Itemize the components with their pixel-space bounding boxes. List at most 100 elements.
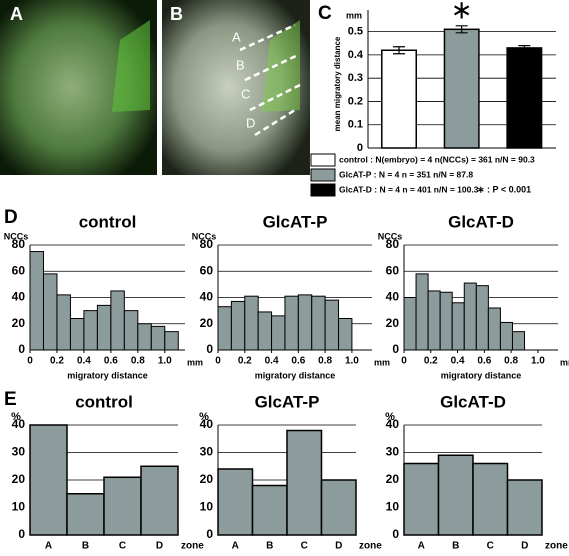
zone-label: B [236, 57, 245, 72]
x-tick-label: B [266, 541, 273, 552]
y-tick-label: 30 [12, 445, 26, 459]
bar [66, 493, 105, 536]
x-axis-label: migratory distance [441, 370, 522, 380]
bar [506, 479, 543, 536]
y-tick-label: 60 [12, 263, 26, 277]
bar [110, 290, 125, 351]
x-axis-label: zone [359, 541, 382, 552]
y-tick-label: 40 [200, 290, 214, 304]
bar [137, 323, 152, 351]
y-axis-label: mean migratory distance [333, 36, 342, 131]
bar [69, 318, 85, 351]
bar [506, 47, 543, 149]
bar [472, 462, 509, 536]
bar [140, 465, 179, 536]
zone-label: D [246, 115, 255, 130]
bar [475, 285, 489, 351]
y-tick-label: 0 [357, 142, 363, 154]
legend-label: control : N(embryo) = 4 n(NCCs) = 361 n/… [339, 154, 535, 164]
zone-lines [239, 23, 301, 137]
y-tick-label: 0 [206, 527, 213, 541]
chart-title: GlcAT-P [263, 212, 328, 231]
chart-title: control [75, 392, 133, 411]
bar [83, 310, 98, 351]
x-tick-label: 0.6 [477, 356, 491, 367]
bar [381, 49, 418, 149]
y-tick-label: 30 [200, 445, 214, 459]
fluorescence [112, 20, 150, 112]
bar [286, 429, 323, 536]
y-tick-label: 80 [386, 237, 400, 251]
legend-label: GlcAT-D : N = 4 n = 401 n/N = 100.3 [339, 184, 479, 194]
x-tick-label: 0.6 [104, 356, 118, 367]
y-tick-label: 10 [12, 500, 26, 514]
x-tick-label: D [521, 541, 528, 552]
chart-title: GlcAT-D [448, 212, 514, 231]
chart-title: GlcAT-P [255, 392, 320, 411]
legend-swatch [310, 153, 336, 167]
bar [427, 290, 441, 351]
bar [56, 294, 71, 351]
y-axis-label: NCCs [192, 231, 217, 241]
y-axis-label: % [199, 411, 209, 423]
bar [251, 484, 288, 536]
y-tick-label: 20 [386, 316, 400, 330]
x-tick-label: 0.2 [50, 356, 64, 367]
bar [338, 318, 353, 351]
x-tick-label: C [487, 541, 494, 552]
y-tick-label: 30 [386, 445, 400, 459]
y-tick-label: 60 [386, 263, 400, 277]
y-tick-label: 0 [18, 342, 25, 356]
y-tick-label: 20 [12, 472, 26, 486]
bar [244, 295, 259, 351]
panel-label: B [170, 4, 183, 24]
legend-swatch [310, 183, 336, 197]
y-tick-label: 0 [18, 527, 25, 541]
bar [415, 273, 429, 351]
y-tick-label: 0 [392, 342, 399, 356]
bar [297, 294, 313, 351]
bar [499, 321, 513, 351]
y-axis-label: NCCs [4, 231, 29, 241]
y-axis-label: % [11, 411, 21, 423]
bar [217, 468, 254, 536]
bar [103, 476, 142, 536]
y-tick-label: 40 [200, 417, 214, 431]
error-bar [518, 45, 531, 51]
x-tick-label: D [335, 541, 342, 552]
bar [439, 291, 453, 351]
bar [123, 310, 139, 351]
bar [437, 454, 474, 536]
y-tick-label: 40 [386, 417, 400, 431]
y-tick-label: 40 [12, 290, 26, 304]
panel-label: C [318, 3, 332, 24]
x-tick-label: 0.8 [318, 356, 332, 367]
annotation: ∗ [451, 0, 473, 25]
x-tick-label: 0.4 [265, 356, 279, 367]
bar [403, 297, 417, 351]
x-tick-label: 0.2 [238, 356, 252, 367]
bar [164, 331, 179, 351]
x-tick-label: 1.0 [531, 356, 545, 367]
bar [42, 273, 58, 351]
x-tick-label: B [452, 541, 459, 552]
y-tick-label: 20 [200, 316, 214, 330]
x-axis-label: zone [181, 541, 204, 552]
bar [29, 251, 44, 351]
zone-label: A [232, 29, 241, 44]
x-tick-label: 0.4 [77, 356, 91, 367]
legend-label: GlcAT-P : N = 4 n = 351 n/N = 87.8 [339, 169, 473, 179]
y-tick-label: 0.4 [348, 49, 364, 61]
bar [230, 300, 246, 351]
chart-title: control [79, 212, 137, 231]
y-axis-label: % [385, 411, 395, 423]
x-tick-label: 0 [401, 356, 407, 367]
bar [311, 295, 326, 351]
x-tick-label: A [45, 541, 52, 552]
x-unit: mm [187, 357, 203, 367]
y-tick-label: 40 [12, 417, 26, 431]
bar [150, 325, 166, 351]
bar [29, 424, 68, 536]
note: ∗ : P < 0.001 [477, 184, 531, 194]
